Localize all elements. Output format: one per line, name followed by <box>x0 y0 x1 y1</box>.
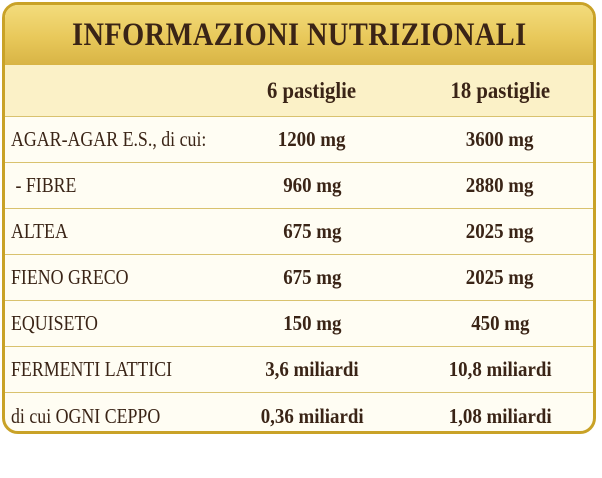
row-label-text: ALTEA <box>11 219 68 243</box>
column-header-text: 6 pastiglie <box>267 77 357 103</box>
row-label: - FIBRE <box>11 163 241 208</box>
row-value-18: 3600 mg <box>415 117 585 162</box>
row-label: di cui OGNI CEPPO <box>11 393 241 431</box>
row-value-18: 1,08 miliardi <box>415 393 585 431</box>
row-value-18: 450 mg <box>415 301 585 346</box>
row-label-text: FERMENTI LATTICI <box>11 357 173 381</box>
table-row: - FIBRE 960 mg 2880 mg <box>5 163 593 209</box>
title-bar: INFORMAZIONI NUTRIZIONALI <box>5 5 593 65</box>
row-label-text: FIENO GRECO <box>11 265 129 289</box>
value-text: 2880 mg <box>466 173 534 197</box>
table-row: FIENO GRECO 675 mg 2025 mg <box>5 255 593 301</box>
value-text: 675 mg <box>282 265 342 289</box>
table-row: EQUISETO 150 mg 450 mg <box>5 301 593 347</box>
table-row: di cui OGNI CEPPO 0,36 miliardi 1,08 mil… <box>5 393 593 431</box>
value-text: 3600 mg <box>466 127 534 151</box>
row-value-6: 150 mg <box>237 301 387 346</box>
row-label-text: - FIBRE <box>11 173 77 197</box>
value-text: 1200 mg <box>278 127 346 151</box>
table-row: FERMENTI LATTICI 3,6 miliardi 10,8 milia… <box>5 347 593 393</box>
column-header-18-pastiglie: 18 pastiglie <box>415 65 585 116</box>
row-value-18: 10,8 miliardi <box>415 347 585 392</box>
value-text: 3,6 miliardi <box>265 357 359 381</box>
value-text: 150 mg <box>282 311 342 335</box>
table-row: ALTEA 675 mg 2025 mg <box>5 209 593 255</box>
column-header-6-pastiglie: 6 pastiglie <box>237 65 387 116</box>
value-text: 1,08 miliardi <box>448 403 552 428</box>
row-value-18: 2880 mg <box>415 163 585 208</box>
header-label-cell <box>11 65 241 116</box>
row-value-6: 0,36 miliardi <box>237 393 387 431</box>
table-row: AGAR-AGAR E.S., di cui: 1200 mg 3600 mg <box>5 117 593 163</box>
row-value-6: 1200 mg <box>237 117 387 162</box>
value-text: 2025 mg <box>466 265 534 289</box>
column-header-text: 18 pastiglie <box>450 77 550 103</box>
value-text: 0,36 miliardi <box>260 403 364 428</box>
value-text: 675 mg <box>282 219 342 243</box>
row-value-18: 2025 mg <box>415 209 585 254</box>
row-label: FERMENTI LATTICI <box>11 347 241 392</box>
nutrition-panel: INFORMAZIONI NUTRIZIONALI 6 pastiglie 18… <box>2 2 596 434</box>
row-value-6: 675 mg <box>237 209 387 254</box>
table-header-row: 6 pastiglie 18 pastiglie <box>5 65 593 117</box>
value-text: 10,8 miliardi <box>448 357 552 381</box>
value-text: 2025 mg <box>466 219 534 243</box>
row-value-6: 3,6 miliardi <box>237 347 387 392</box>
nutrition-table: 6 pastiglie 18 pastiglie AGAR-AGAR E.S.,… <box>5 65 593 431</box>
row-value-6: 675 mg <box>237 255 387 300</box>
value-text: 450 mg <box>470 311 530 335</box>
row-value-6: 960 mg <box>237 163 387 208</box>
panel-title: INFORMAZIONI NUTRIZIONALI <box>71 16 527 53</box>
row-label: FIENO GRECO <box>11 255 241 300</box>
row-label: AGAR-AGAR E.S., di cui: <box>11 117 241 162</box>
row-label: ALTEA <box>11 209 241 254</box>
row-label-text: AGAR-AGAR E.S., di cui: <box>11 127 207 151</box>
row-label: EQUISETO <box>11 301 241 346</box>
value-text: 960 mg <box>282 173 342 197</box>
row-label-text: di cui OGNI CEPPO <box>11 403 161 428</box>
row-value-18: 2025 mg <box>415 255 585 300</box>
row-label-text: EQUISETO <box>11 311 98 335</box>
